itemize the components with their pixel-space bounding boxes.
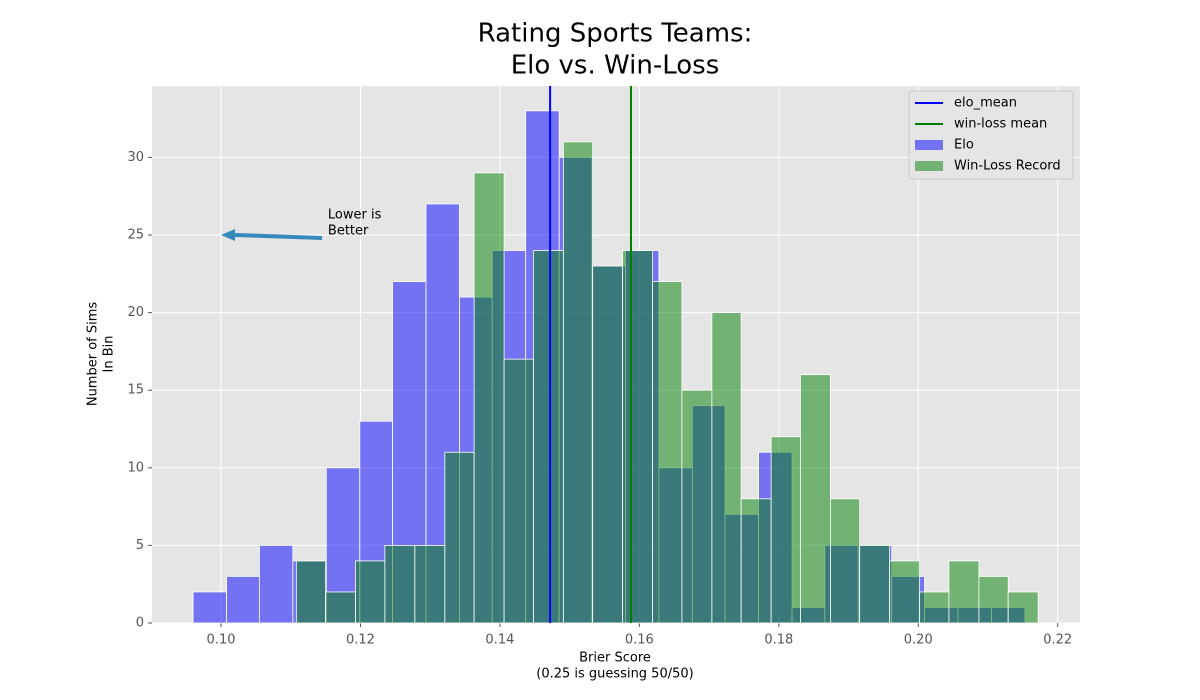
x-axis-label: Brier Score: [579, 651, 651, 666]
chart-title: Elo vs. Win-Loss: [511, 51, 720, 81]
histogram-bar: [355, 560, 386, 624]
histogram-bar: [414, 544, 446, 624]
x-tick-label: 0.18: [764, 633, 793, 648]
y-axis-label: Number of Sims: [86, 302, 101, 407]
legend-swatch: [915, 161, 943, 171]
legend-swatch: [915, 140, 943, 150]
y-tick-label: 0: [136, 616, 144, 631]
annotation-arrow: [234, 232, 322, 240]
histogram-bar: [859, 544, 891, 624]
histogram-bar: [532, 250, 564, 624]
histogram-bar: [889, 560, 921, 624]
legend-label: win-loss mean: [954, 117, 1047, 132]
histogram-bar: [192, 591, 228, 624]
histogram-bar: [740, 498, 772, 624]
y-axis-label: In Bin: [102, 336, 117, 373]
histogram-bar: [622, 250, 654, 624]
histogram-bar: [829, 498, 861, 624]
histogram-bar: [503, 358, 534, 624]
histogram-bar: [258, 544, 294, 624]
annotation-arrowhead: [221, 228, 236, 241]
legend-label: elo_mean: [954, 96, 1017, 111]
histogram-bar: [1007, 591, 1039, 624]
histogram-bar: [444, 451, 475, 624]
legend: elo_mean win-loss mean Elo Win-Loss Record: [908, 90, 1074, 180]
histogram-bar: [562, 141, 594, 624]
y-tick-label: 25: [127, 227, 144, 242]
histogram-bar: [800, 374, 831, 624]
x-tick-label: 0.12: [346, 633, 375, 648]
x-tick-label: 0.14: [485, 633, 514, 648]
y-tick-label: 30: [127, 150, 144, 165]
histogram-bar: [681, 389, 713, 624]
y-tick-label: 20: [127, 305, 144, 320]
histogram-bar: [652, 281, 683, 624]
x-tick-label: 0.22: [1043, 633, 1072, 648]
annotation-text: Lower is: [328, 207, 382, 222]
histogram-bar: [295, 560, 327, 624]
legend-label: Elo: [954, 138, 974, 153]
histogram-bar: [384, 544, 416, 624]
x-tick-label: 0.20: [904, 633, 933, 648]
y-tick-label: 15: [127, 383, 144, 398]
annotation-text: Better: [328, 223, 369, 238]
histogram-bar: [919, 591, 950, 624]
histogram-bar: [770, 436, 801, 624]
x-axis-label: (0.25 is guessing 50/50): [536, 667, 693, 682]
histogram-bar: [325, 591, 356, 624]
x-tick-label: 0.10: [207, 633, 236, 648]
histogram-bar: [473, 172, 505, 624]
histogram-bar: [592, 265, 624, 624]
chart-title: Rating Sports Teams:: [478, 19, 753, 49]
histogram-bar: [226, 576, 260, 624]
histogram-bar: [948, 560, 980, 624]
x-tick-label: 0.16: [625, 633, 654, 648]
legend-label: Win-Loss Record: [954, 159, 1061, 174]
histogram-bar: [711, 312, 742, 624]
legend-box: [908, 90, 1074, 180]
y-tick-label: 5: [136, 538, 144, 553]
histogram-bar: [978, 576, 1009, 624]
y-tick-label: 10: [127, 460, 144, 475]
